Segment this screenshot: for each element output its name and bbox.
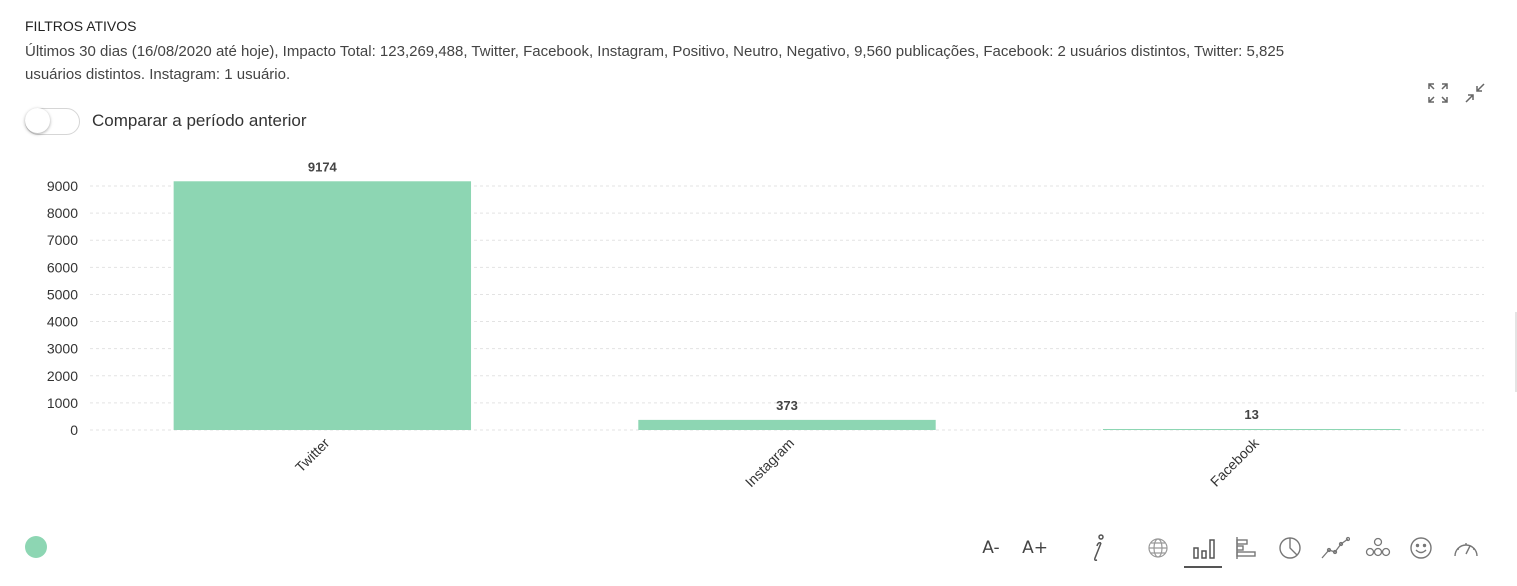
line-chart-button[interactable]	[1320, 535, 1350, 561]
globe-icon	[1148, 538, 1168, 558]
y-tick-label: 1000	[47, 395, 78, 411]
horizontal-bar-button[interactable]	[1234, 535, 1258, 561]
pie-chart-icon	[1279, 537, 1301, 559]
sentiment-chart-button[interactable]	[1409, 535, 1433, 561]
compare-toggle[interactable]	[25, 107, 80, 135]
y-tick-label: 2000	[47, 368, 78, 384]
active-chart-indicator	[1184, 566, 1222, 568]
bar-chart: 0 1000 2000 3000 4000 5000 6000 7000 8000 9000 917…	[47, 159, 1484, 490]
y-tick-label: 3000	[47, 341, 78, 357]
font-decrease-button[interactable]: A-	[982, 538, 1000, 558]
compare-label: Comparar a período anterior	[92, 111, 307, 130]
legend-series-dot[interactable]	[25, 536, 47, 558]
bar	[638, 419, 936, 430]
y-tick-label: 6000	[47, 259, 78, 275]
info-button[interactable]	[1087, 534, 1109, 561]
bar-chart-button[interactable]	[1190, 535, 1218, 561]
scrollbar-track[interactable]	[1515, 312, 1517, 392]
y-tick-label: 0	[70, 422, 78, 438]
x-tick-label: Twitter	[292, 435, 333, 476]
map-chart-button[interactable]	[1147, 535, 1169, 561]
y-tick-label: 5000	[47, 286, 78, 302]
filters-title: FILTROS ATIVOS	[25, 18, 137, 34]
horizontal-bar-icon	[1236, 537, 1256, 559]
x-tick-label: Instagram	[742, 435, 797, 490]
info-icon	[1094, 534, 1104, 561]
data-label: 13	[1244, 407, 1258, 422]
smiley-icon	[1410, 537, 1432, 559]
bar-chart-icon	[1193, 539, 1215, 559]
y-tick-label: 9000	[47, 178, 78, 194]
y-tick-label: 4000	[47, 314, 78, 330]
bar	[1102, 429, 1401, 430]
bar	[173, 181, 472, 430]
expand-icon	[1428, 83, 1448, 103]
pie-chart-button[interactable]	[1278, 535, 1302, 561]
y-tick-label: 8000	[47, 205, 78, 221]
data-label: 373	[776, 398, 798, 413]
y-tick-label: 7000	[47, 232, 78, 248]
font-increase-button[interactable]: A+	[1022, 538, 1048, 558]
data-label: 9174	[308, 159, 338, 174]
filters-description: Últimos 30 dias (16/08/2020 até hoje), I…	[25, 43, 1285, 83]
network-icon	[1365, 537, 1391, 557]
network-chart-button[interactable]	[1365, 535, 1391, 561]
line-chart-icon	[1321, 536, 1350, 559]
compare-toggle-row: Comparar a período anterior	[25, 107, 307, 135]
collapse-icon	[1465, 83, 1485, 103]
collapse-button[interactable]	[1464, 82, 1486, 104]
expand-button[interactable]	[1427, 82, 1449, 104]
toggle-knob	[25, 107, 50, 133]
x-tick-label: Facebook	[1207, 434, 1262, 489]
gauge-icon	[1454, 543, 1478, 557]
gauge-chart-button[interactable]	[1452, 535, 1480, 561]
